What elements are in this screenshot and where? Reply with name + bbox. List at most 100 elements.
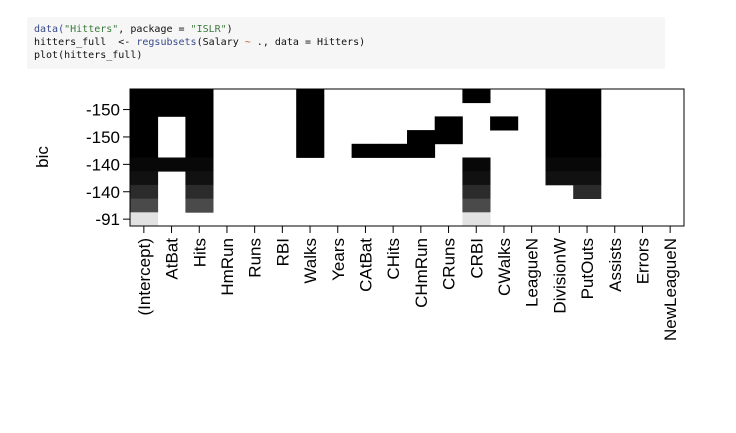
heatmap-cell: [573, 171, 602, 186]
x-tick-label: Hits: [190, 238, 209, 267]
x-tick-label: (Intercept): [135, 238, 154, 315]
heatmap-cell: [573, 116, 602, 131]
code-token: , package =: [118, 24, 191, 35]
code-token: (Salary: [196, 37, 245, 48]
x-tick-label: CRBI: [467, 238, 486, 279]
code-token: ~: [244, 37, 251, 48]
heatmap-cell: [462, 89, 491, 104]
code-token: "Hitters": [64, 24, 119, 35]
heatmap-cell: [185, 89, 214, 104]
code-line: hitters_full <- regsubsets(Salary ~ ., d…: [34, 36, 665, 49]
heatmap-cell: [296, 102, 325, 117]
heatmap-cell: [157, 157, 186, 172]
plot-frame: [129, 88, 685, 227]
heatmap-cell: [157, 89, 186, 104]
heatmap-cell: [130, 102, 159, 117]
heatmap-cell: [185, 198, 214, 213]
heatmap-cell: [296, 89, 325, 104]
heatmap-cell: [573, 130, 602, 145]
heatmap-cell: [545, 116, 574, 131]
x-tick-label: Assists: [606, 238, 625, 292]
y-axis-label: bic: [33, 146, 52, 168]
heatmap-cell: [351, 143, 380, 158]
heatmap-cell: [379, 143, 408, 158]
heatmap-cells: [130, 89, 602, 227]
heatmap-cell: [545, 130, 574, 145]
code-line: data("Hitters", package = "ISLR"): [34, 23, 665, 36]
x-tick-label: CAtBat: [356, 238, 375, 292]
x-tick-label: AtBat: [163, 238, 182, 280]
heatmap-cell: [296, 116, 325, 131]
heatmap-cell: [407, 143, 436, 158]
x-tick-label: CHits: [384, 238, 403, 280]
heatmap-cell: [573, 184, 602, 199]
heatmap-cell: [130, 184, 159, 199]
x-tick-label: DivisionW: [550, 238, 569, 314]
code-token: ., data = Hitters): [250, 37, 366, 48]
heatmap-cell: [130, 143, 159, 158]
heatmap-cell: [130, 116, 159, 131]
x-tick-label: Runs: [246, 238, 265, 278]
heatmap-cell: [407, 130, 436, 145]
y-tick-label: -140: [86, 183, 120, 202]
heatmap-cell: [545, 89, 574, 104]
code-block: data("Hitters", package = "ISLR") hitter…: [27, 17, 665, 69]
x-tick-label: RBI: [273, 238, 292, 266]
x-tick-label: CRuns: [440, 238, 459, 290]
heatmap-cell: [573, 157, 602, 172]
y-axis: -150 -150 -140 -140 -91: [86, 101, 130, 229]
heatmap-cell: [573, 143, 602, 158]
x-tick-label: Years: [329, 238, 348, 281]
heatmap-cell: [296, 143, 325, 158]
x-tick-label: CWalks: [495, 238, 514, 296]
heatmap-cell: [130, 171, 159, 186]
y-tick-label: -150: [86, 101, 120, 120]
heatmap-cell: [462, 157, 491, 172]
heatmap-cell: [462, 198, 491, 213]
heatmap-cell: [185, 130, 214, 145]
heatmap-cell: [130, 212, 159, 227]
heatmap-cell: [185, 102, 214, 117]
heatmap-cell: [545, 171, 574, 186]
x-tick-label: HmRun: [218, 238, 237, 296]
code-token: hitters_full <-: [34, 37, 137, 48]
heatmap-cell: [185, 143, 214, 158]
heatmap-cell: [130, 198, 159, 213]
heatmap-cell: [434, 116, 463, 131]
y-tick-label: -150: [86, 128, 120, 147]
heatmap-cell: [462, 171, 491, 186]
x-tick-label: Walks: [301, 238, 320, 284]
heatmap-cell: [573, 102, 602, 117]
code-token: "ISLR": [190, 24, 227, 35]
heatmap-cell: [545, 102, 574, 117]
code-token: plot(hitters_full): [34, 50, 143, 61]
heatmap-cell: [296, 130, 325, 145]
y-tick-label: -91: [95, 210, 120, 229]
heatmap-cell: [185, 116, 214, 131]
heatmap-cell: [185, 171, 214, 186]
heatmap-cell: [434, 130, 463, 145]
x-tick-label: NewLeagueN: [661, 238, 680, 341]
y-tick-label: -140: [86, 155, 120, 174]
code-line: plot(hitters_full): [34, 49, 665, 62]
code-token: data(: [34, 24, 65, 35]
code-token: ): [226, 24, 233, 35]
heatmap-cell: [545, 157, 574, 172]
heatmap-cell: [462, 184, 491, 199]
heatmap-cell: [130, 157, 159, 172]
heatmap-cell: [490, 116, 519, 131]
heatmap-cell: [130, 130, 159, 145]
heatmap-cell: [185, 157, 214, 172]
heatmap-cell: [545, 143, 574, 158]
heatmap-cell: [573, 89, 602, 104]
x-tick-label: LeagueN: [523, 238, 542, 307]
heatmap-cell: [157, 102, 186, 117]
heatmap-cell: [185, 184, 214, 199]
x-tick-label: CHmRun: [412, 238, 431, 308]
x-tick-label: Errors: [633, 238, 652, 284]
x-axis: (Intercept) AtBat Hits HmRun Runs RBI Walks Yea…: [135, 226, 680, 341]
heatmap-cell: [130, 89, 159, 104]
x-tick-label: PutOuts: [578, 238, 597, 299]
heatmap-cell: [462, 212, 491, 227]
